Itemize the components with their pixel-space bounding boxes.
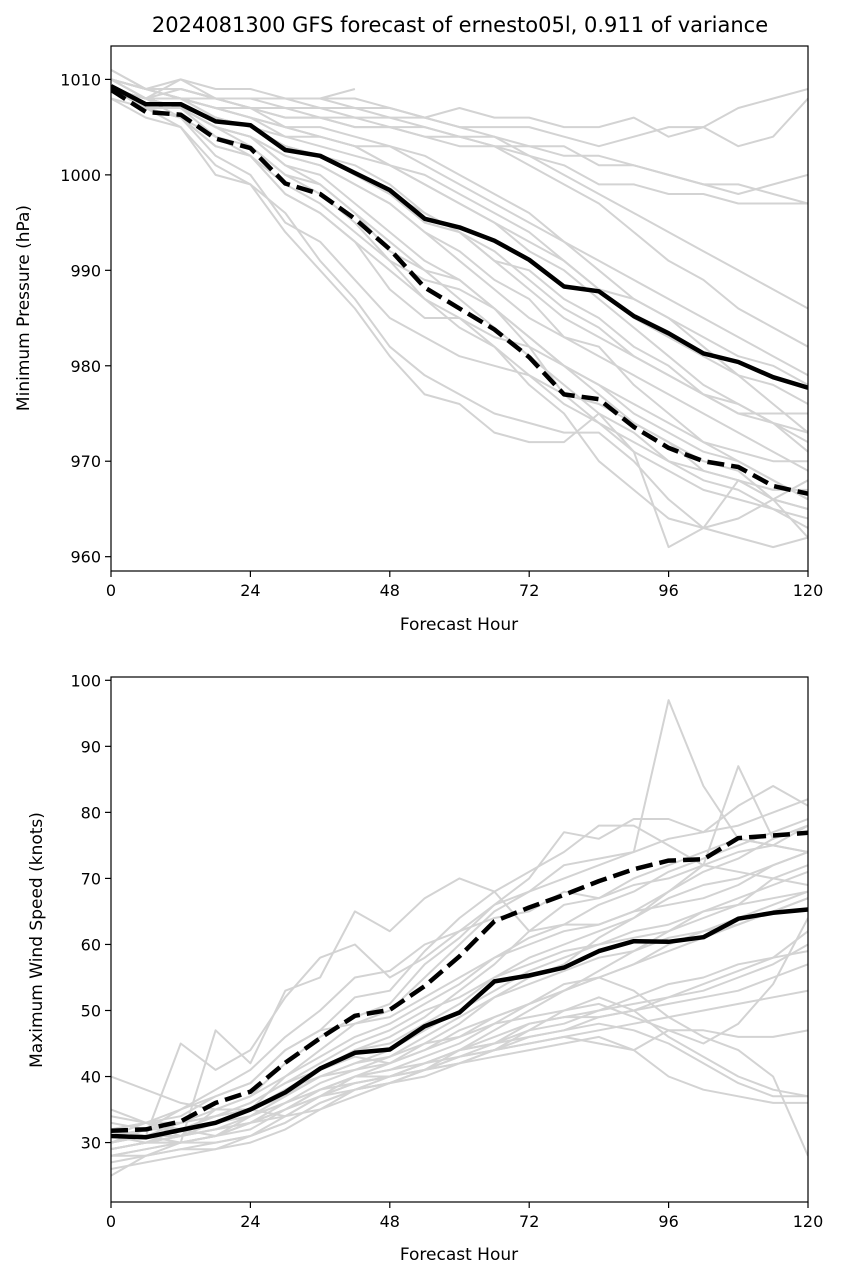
wind-member-line-2	[111, 699, 808, 1151]
wind-member-line-11	[111, 864, 808, 1137]
pressure-dashed-mean-line	[111, 87, 808, 496]
wind-x-tick-label: 48	[380, 1212, 400, 1231]
wind-member-line-15	[111, 1029, 808, 1144]
wind-member-line-26	[111, 870, 808, 1118]
pressure-member-line-18	[111, 97, 808, 549]
wind-member-line-3	[111, 798, 808, 1137]
wind-x-tick-label: 72	[519, 1212, 539, 1231]
wind-x-tick-label: 120	[793, 1212, 824, 1231]
wind-member-line-17	[111, 976, 808, 1157]
wind-member-line-23	[111, 897, 808, 1144]
pressure-member-line-1	[111, 69, 808, 148]
wind-member-line-25	[111, 989, 808, 1137]
pressure-member-line-24	[111, 88, 808, 463]
pressure-x-axis-label: Forecast Hour	[400, 615, 518, 635]
wind-y-tick-label: 40	[81, 1068, 101, 1087]
pressure-y-tick-label: 980	[70, 357, 101, 376]
wind-member-line-27	[111, 837, 808, 1137]
pressure-member-line-23	[111, 78, 808, 386]
wind-y-tick-label: 60	[81, 935, 101, 954]
wind-member-line-4	[111, 765, 808, 1137]
chart-title: 2024081300 GFS forecast of ernesto05l, 0…	[152, 13, 768, 37]
pressure-y-tick-label: 1010	[60, 70, 101, 89]
wind-y-tick-label: 50	[81, 1001, 101, 1020]
pressure-axes-frame	[110, 45, 809, 572]
wind-member-line-1	[111, 824, 808, 1144]
wind-x-tick-label: 96	[658, 1212, 678, 1231]
pressure-series-group	[111, 69, 808, 549]
wind-member-line-19	[111, 1022, 808, 1177]
wind-ticks-group: 0 24 48 72 96 120 30 40 50 60 70 80 90 100	[70, 671, 823, 1231]
pressure-x-tick-label: 24	[240, 581, 260, 600]
wind-x-tick-label: 24	[240, 1212, 260, 1231]
pressure-member-line-14	[111, 88, 808, 520]
wind-y-tick-label: 70	[81, 869, 101, 888]
pressure-member-line-28	[111, 69, 356, 100]
pressure-y-tick-label: 970	[70, 452, 101, 471]
wind-panel: 0 24 48 72 96 120 30 40 50 60 70 80 90 100 Forecast H…	[27, 671, 823, 1265]
wind-member-line-22	[111, 851, 808, 1124]
pressure-x-tick-label: 120	[793, 581, 824, 600]
wind-series-group	[111, 699, 808, 1177]
wind-x-axis-label: Forecast Hour	[400, 1245, 518, 1265]
wind-member-line-7	[111, 851, 808, 1137]
wind-y-tick-label: 30	[81, 1134, 101, 1153]
pressure-member-line-26	[111, 78, 808, 415]
pressure-x-tick-label: 96	[658, 581, 678, 600]
wind-y-tick-label: 90	[81, 737, 101, 756]
wind-member-line-21	[111, 864, 808, 1131]
pressure-y-tick-label: 960	[70, 548, 101, 567]
wind-member-line-16	[111, 996, 808, 1157]
wind-y-tick-label: 100	[70, 671, 101, 690]
pressure-x-tick-label: 48	[380, 581, 400, 600]
pressure-member-line-5	[111, 88, 808, 205]
pressure-member-line-9	[111, 78, 808, 453]
wind-dashed-mean-line	[111, 830, 808, 1133]
pressure-member-line-8	[111, 88, 808, 434]
wind-member-line-20	[111, 963, 808, 1157]
pressure-solid-mean-line	[111, 84, 808, 390]
wind-y-tick-label: 80	[81, 803, 101, 822]
wind-member-line-8	[111, 890, 808, 1151]
wind-y-axis-label: Maximum Wind Speed (knots)	[27, 812, 47, 1068]
pressure-member-line-20	[111, 88, 808, 529]
pressure-x-tick-label: 0	[106, 581, 116, 600]
wind-axes-frame	[110, 676, 809, 1203]
pressure-member-line-19	[111, 97, 808, 549]
pressure-ticks-group: 0 24 48 72 96 120 960 970 980 990 1000 1010	[60, 70, 823, 600]
pressure-y-axis-label: Minimum Pressure (hPa)	[14, 205, 34, 411]
pressure-x-tick-label: 72	[519, 581, 539, 600]
pressure-member-line-10	[111, 88, 808, 443]
pressure-member-line-25	[111, 88, 808, 491]
pressure-y-tick-label: 990	[70, 261, 101, 280]
wind-solid-mean-line	[111, 907, 808, 1140]
wind-x-tick-label: 0	[106, 1212, 116, 1231]
pressure-panel: 2024081300 GFS forecast of ernesto05l, 0…	[14, 13, 823, 635]
wind-member-line-28	[111, 818, 808, 1151]
pressure-y-tick-label: 1000	[60, 166, 101, 185]
